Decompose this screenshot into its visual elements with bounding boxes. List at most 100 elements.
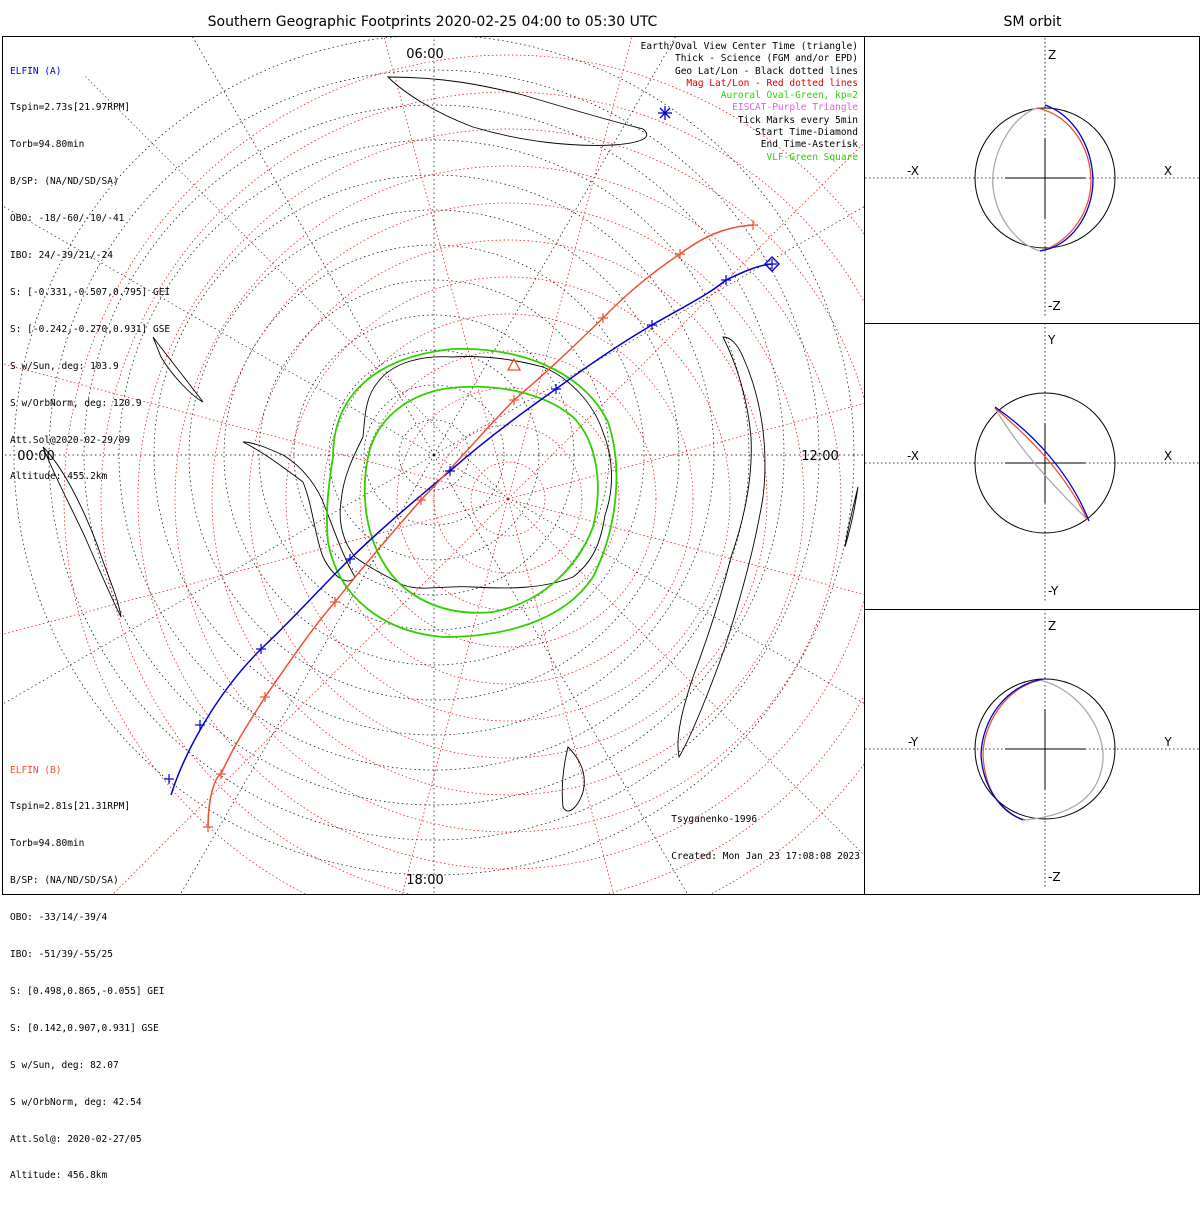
mag-latitude-circle (137, 128, 864, 870)
legend-entry: Mag Lat/Lon - Red dotted lines (686, 77, 858, 89)
sm-orbit-title: SM orbit (1003, 14, 1062, 30)
geo-meridian-line (433, 454, 688, 894)
sm-label-top: Z (1048, 48, 1056, 62)
mag-meridian-line (507, 498, 864, 595)
geo-meridian-line (433, 454, 864, 704)
coastline (844, 486, 859, 548)
sm-orbit-elfin-b (982, 679, 1041, 821)
sm-earth-circle (974, 392, 1116, 534)
geo-meridian-line (3, 205, 435, 456)
coastline (152, 336, 204, 403)
mag-meridian-line (383, 37, 509, 500)
elfin-a-line: S w/Sun, deg: 103.9 (10, 360, 119, 372)
legend-entry: End Time-Asterisk (760, 139, 858, 151)
sm-earth-circle (974, 107, 1116, 249)
geo-meridian-line (433, 37, 676, 456)
auroral-oval-outer (326, 348, 618, 638)
sm-panel-xz: Z -Z -X X (865, 36, 1200, 324)
sm-orbit-elfin-a (980, 678, 1044, 821)
sm-orbit-elfin-a (994, 406, 1090, 522)
sm-orbit-other (992, 107, 1041, 252)
coastline (242, 441, 356, 582)
sm-label-top: Y (1047, 333, 1056, 347)
page-title: Southern Geographic Footprints 2020-02-2… (207, 14, 658, 30)
geo-latitude-circle (258, 279, 610, 631)
sm-plot-xy: Y -Y -X X (865, 323, 1199, 603)
elfin-a-line: B/SP: (NA/ND/SD/SA) (10, 176, 119, 188)
mag-latitude-circle (211, 202, 805, 796)
mag-latitude-circle (174, 165, 842, 833)
mag-latitude-circle (285, 276, 731, 722)
legend-entry: Auroral Oval-Green, kp=2 (720, 90, 858, 102)
sm-label-top: Z (1048, 619, 1056, 633)
time-label-bottom: 18:00 (406, 873, 443, 888)
elfin-b-line: Att.Sol@: 2020-02-27/05 (10, 1133, 142, 1145)
sm-orbit-elfin-b (1036, 107, 1092, 252)
geo-latitude-circle (223, 244, 645, 666)
sm-label-right: X (1164, 164, 1172, 178)
sm-label-left: -X (907, 449, 919, 463)
time-label-top: 06:00 (406, 47, 443, 62)
elfin-b-line: Altitude: 456.8km (10, 1170, 108, 1182)
geo-meridian-line (3, 454, 435, 705)
elfin-a-end-asterisk (659, 107, 671, 119)
sm-panel-yz: Z -Z -Y Y (865, 609, 1200, 895)
mag-latitude-circle (433, 424, 583, 574)
footprint-map: 06:00 00:00 12:00 18:00 (3, 37, 864, 894)
legend-entry: EISCAT-Purple Triangle (732, 102, 858, 114)
elfin-a-line: S: [-0.242,-0.270,0.931] GSE (10, 323, 171, 335)
geo-latitude-circle (188, 209, 680, 701)
geo-meridian-line (192, 37, 435, 456)
mag-meridian-line (507, 37, 633, 500)
mag-meridian-line (3, 363, 509, 500)
legend-entry: Start Time-Diamond (755, 127, 858, 139)
legend-entry: VLF-Green Square (766, 151, 858, 163)
elfin-a-line: Torb=94.80min (10, 139, 85, 151)
mag-latitude-circle (322, 313, 694, 685)
elfin-b-line: S w/Sun, deg: 82.07 (10, 1059, 119, 1071)
sm-label-bottom: -Y (1048, 584, 1059, 598)
coastline (677, 336, 766, 759)
elfin-b-line: Tspin=2.81s[21.31RPM] (10, 801, 131, 813)
coastline (386, 76, 648, 146)
sm-label-left: -Y (908, 735, 919, 749)
legend: Earth/Oval View Center Time (triangle) T… (641, 41, 858, 164)
mag-meridian-line (507, 498, 864, 856)
legend-entry: Thick - Science (FGM and/or EPD) (674, 53, 858, 65)
map-layer (3, 37, 864, 894)
elfin-a-line: OBO: -18/-60/-10/-41 (10, 213, 125, 225)
coastline (42, 446, 122, 618)
mag-latitude-circle (470, 461, 546, 537)
geo-latitude-circle (83, 104, 785, 806)
view-center-triangle (506, 357, 522, 371)
footprint-map-panel: 06:00 00:00 12:00 18:00 ELFIN (A) Tspin=2.7… (2, 36, 865, 1181)
auroral-oval-inner (363, 386, 599, 614)
legend-entry: Earth/Oval View Center Time (triangle) (640, 41, 858, 52)
elfin-a-info: ELFIN (A) Tspin=2.73s[21.97RPM] Torb=94.… (10, 41, 170, 508)
mag-latitude-circle (100, 91, 864, 894)
mag-meridian-line (507, 498, 615, 894)
coastline (561, 746, 585, 812)
time-label-right: 12:00 (801, 449, 838, 464)
elfin-b-line: OBO: -33/14/-39/4 (10, 912, 108, 924)
elfin-b-name: ELFIN (B) (10, 764, 62, 776)
elfin-a-line: IBO: 24/-39/21/-24 (10, 250, 113, 262)
mag-meridian-line (3, 498, 509, 635)
footer: Tsyganenko-1996 Created: Mon Jan 23 17:0… (671, 790, 860, 888)
sm-label-right: Y (1163, 735, 1172, 749)
sm-label-left: -X (907, 164, 919, 178)
elfin-b-line: S w/OrbNorm, deg: 42.54 (10, 1096, 142, 1108)
mag-latitude-circle (359, 350, 657, 648)
elfin-b-line: S: [0.498,0.865,-0.055] GEI (10, 985, 165, 997)
elfin-a-line: S: [-0.331,-0.507,0.795] GEI (10, 286, 171, 298)
elfin-a-start-diamond (764, 256, 780, 272)
elfin-a-line: Altitude: 455.2km (10, 471, 108, 483)
mag-meridian-line (401, 498, 509, 894)
elfin-b-line: B/SP: (NA/ND/SD/SA) (10, 875, 119, 887)
geo-meridian-line (433, 206, 864, 456)
mag-meridian-line (112, 498, 509, 894)
sm-orbit-other (994, 407, 1088, 520)
footer-created: Created: Mon Jan 23 17:08:08 2023 (671, 851, 860, 863)
time-label-left: 00:00 (17, 449, 54, 464)
elfin-a-line: Tspin=2.73s[21.97RPM] (10, 102, 131, 114)
